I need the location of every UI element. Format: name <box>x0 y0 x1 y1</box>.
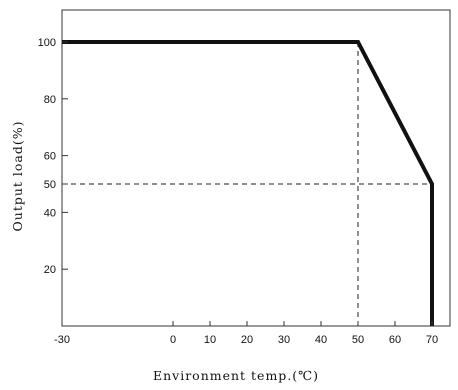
x-tick-label: 10 <box>204 334 216 346</box>
x-tick-label: 20 <box>241 334 253 346</box>
y-axis-title: Output load(%) <box>10 121 25 232</box>
x-axis-title: Environment temp.(℃) <box>153 368 319 383</box>
plot-frame <box>61 9 451 327</box>
x-tick-label: 60 <box>389 334 401 346</box>
y-tick-label: 100 <box>38 37 56 49</box>
x-tick-label: 0 <box>170 334 176 346</box>
x-tick-label: 70 <box>426 334 438 346</box>
x-tick-label: 40 <box>315 334 327 346</box>
y-tick-label: 20 <box>44 264 56 276</box>
x-axis-ticks: -30 0 10 20 30 40 50 60 70 <box>54 321 438 346</box>
x-tick-label: 30 <box>278 334 290 346</box>
y-tick-label: 60 <box>44 151 56 163</box>
series-layer <box>62 40 434 326</box>
y-tick-label: 40 <box>44 207 56 219</box>
y-axis-ticks: 20 40 50 60 80 100 <box>38 37 68 276</box>
x-tick-label: -30 <box>54 334 70 346</box>
y-tick-label: 80 <box>44 94 56 106</box>
y-tick-label: 50 <box>44 179 56 191</box>
x-tick-label: 50 <box>352 334 364 346</box>
reference-lines <box>62 42 432 326</box>
series-line <box>62 40 434 326</box>
